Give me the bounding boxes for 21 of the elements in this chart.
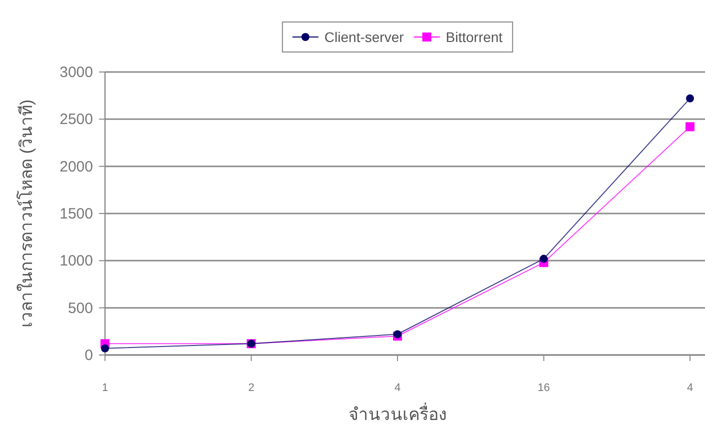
legend-label: Bittorrent — [446, 29, 503, 45]
x-tick-label: 16 — [538, 382, 550, 394]
point — [394, 330, 402, 338]
x-tick-label: 1 — [102, 382, 108, 394]
y-tick-label: 1500 — [60, 206, 93, 222]
y-tick-label: 0 — [84, 347, 93, 364]
y-tick-label: 2500 — [60, 111, 93, 128]
y-tick-label: 500 — [68, 300, 93, 317]
y-tick-label: 1000 — [60, 252, 93, 270]
y-tick-label: 2000 — [60, 158, 93, 176]
y-axis-title: เวลาในการดาวน์โหลด (วินาที) — [16, 99, 36, 328]
point — [540, 254, 548, 263]
y-tick-label: 3000 — [60, 64, 93, 81]
point — [101, 344, 109, 352]
x-tick-label: 4 — [686, 382, 694, 394]
point — [686, 94, 694, 102]
x-tick-label: 4 — [394, 382, 401, 394]
x-axis-title: จำนวนเครื่อง — [348, 402, 446, 424]
point — [686, 122, 694, 132]
legend-label: Client-server — [324, 29, 404, 45]
x-tick-label: 2 — [248, 382, 254, 394]
